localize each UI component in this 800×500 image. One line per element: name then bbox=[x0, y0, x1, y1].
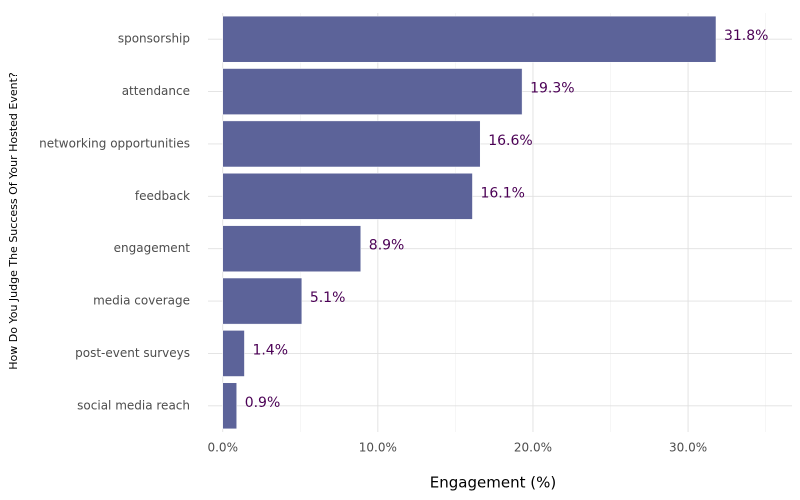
x-axis-title: Engagement (%) bbox=[430, 474, 556, 492]
x-tick-label: 10.0% bbox=[359, 441, 397, 455]
y-tick-label: attendance bbox=[122, 84, 190, 98]
y-tick-label: social media reach bbox=[77, 398, 190, 412]
bar bbox=[222, 120, 481, 168]
bar bbox=[222, 382, 237, 430]
value-label: 16.1% bbox=[480, 185, 524, 201]
x-tick-label: 0.0% bbox=[207, 441, 238, 455]
y-tick-label: feedback bbox=[135, 189, 190, 203]
value-label: 16.6% bbox=[488, 133, 532, 149]
value-label: 1.4% bbox=[252, 342, 288, 358]
bar bbox=[222, 15, 717, 63]
value-label: 19.3% bbox=[530, 81, 574, 97]
bar bbox=[222, 330, 245, 377]
y-tick-label: sponsorship bbox=[118, 32, 190, 46]
y-tick-label: networking opportunities bbox=[39, 136, 190, 150]
value-label: 0.9% bbox=[245, 395, 281, 411]
x-tick-label: 30.0% bbox=[669, 441, 707, 455]
y-tick-label: media coverage bbox=[93, 294, 190, 308]
value-label: 8.9% bbox=[369, 238, 405, 254]
bar bbox=[222, 68, 523, 115]
bar bbox=[222, 277, 303, 325]
bar bbox=[222, 173, 473, 220]
value-label: 31.8% bbox=[724, 28, 768, 44]
value-label: 5.1% bbox=[310, 290, 346, 306]
bar bbox=[222, 225, 362, 272]
y-axis-title: How Do You Judge The Success Of Your Hos… bbox=[7, 72, 20, 370]
y-tick-label: post-event surveys bbox=[75, 346, 190, 360]
x-tick-label: 20.0% bbox=[514, 441, 552, 455]
y-tick-label: engagement bbox=[114, 241, 191, 255]
